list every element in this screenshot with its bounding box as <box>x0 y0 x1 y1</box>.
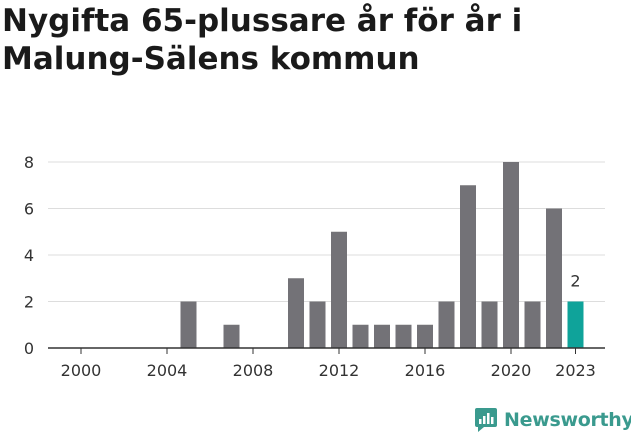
bar <box>374 324 390 348</box>
x-tick-label: 2008 <box>233 361 274 380</box>
x-tick-label: 2000 <box>61 361 102 380</box>
newsworthy-logo-icon <box>475 408 497 432</box>
brand-name: Newsworthy <box>504 409 631 431</box>
bar <box>180 301 197 348</box>
bar <box>395 324 412 348</box>
bar <box>352 324 369 348</box>
x-tick-label: 2004 <box>147 361 188 380</box>
bar <box>288 278 304 348</box>
chart-title: Nygifta 65-plussare år för år i Malung-S… <box>2 2 622 78</box>
bar <box>223 324 240 348</box>
chart-title-line-2: Malung-Sälens kommun <box>2 41 420 77</box>
bar <box>417 324 433 348</box>
bar <box>309 301 326 348</box>
data-label: 2 <box>570 272 580 291</box>
bar <box>546 208 562 348</box>
brand-logo: Newsworthy <box>474 407 631 433</box>
y-tick-label: 8 <box>24 153 34 172</box>
y-tick-label: 2 <box>24 293 34 312</box>
chart-title-line-1: Nygifta 65-plussare år för år i <box>2 3 523 39</box>
bar <box>438 301 455 348</box>
bar <box>460 185 476 348</box>
bar <box>481 301 498 348</box>
bar <box>524 301 541 348</box>
bar-highlight <box>567 301 584 348</box>
x-tick-label: 2020 <box>491 361 532 380</box>
x-tick-label: 2012 <box>319 361 360 380</box>
y-tick-label: 0 <box>24 339 34 358</box>
x-tick-label: 2023 <box>555 361 596 380</box>
y-tick-label: 6 <box>24 200 34 219</box>
bar <box>331 231 347 348</box>
x-tick-label: 2016 <box>405 361 446 380</box>
bar <box>503 162 519 348</box>
y-tick-label: 4 <box>24 246 34 265</box>
